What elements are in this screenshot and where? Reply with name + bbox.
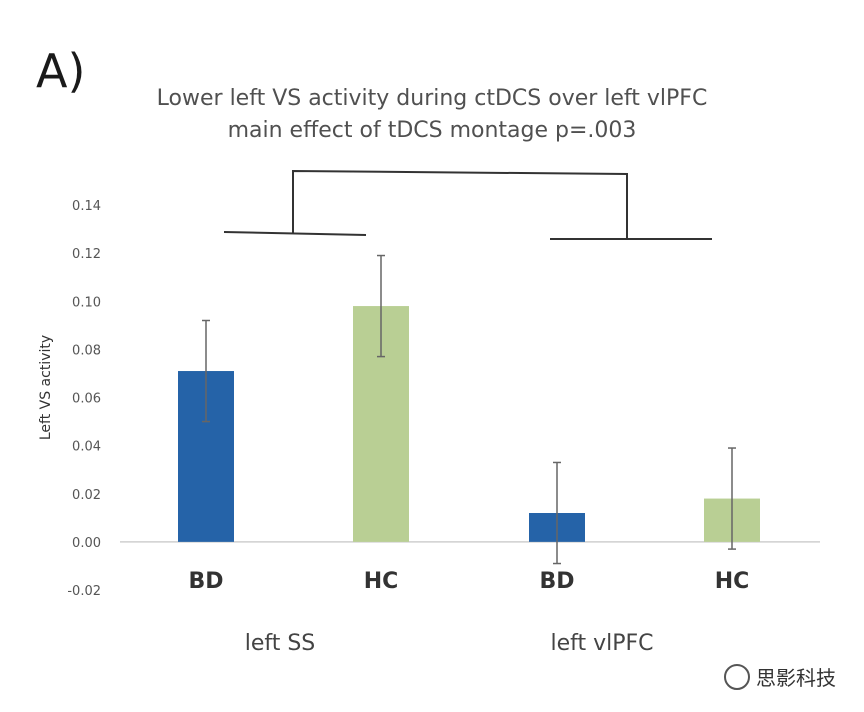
y-tick-label: 0.12 [72,247,101,262]
chart-title: Lower left VS activity during ctDCS over… [156,86,708,111]
category-label: HC [364,569,399,594]
y-tick-label: 0.00 [72,536,101,551]
category-label: HC [715,569,750,594]
significance-bracket-top [292,169,628,239]
y-tick-label: 0.10 [72,295,101,310]
wechat-icon [724,663,750,690]
category-label: BD [539,569,574,594]
y-tick-label: 0.08 [72,343,101,358]
category-label: BD [188,569,223,594]
y-axis-label: Left VS activity [38,335,54,440]
panel-label: A) [36,44,86,98]
y-tick-label: -0.02 [67,584,101,599]
y-tick-label: 0.02 [72,488,101,503]
y-tick-label: 0.04 [72,440,101,455]
chart-subtitle: main effect of tDCS montage p=.003 [227,118,637,143]
y-tick-label: 0.14 [72,199,101,214]
group-label: left SS [245,631,316,656]
y-tick-label: 0.06 [72,392,101,407]
watermark: 思影科技 [724,662,836,691]
watermark-text: 思影科技 [756,666,836,690]
significance-bracket-left [223,231,367,236]
group-label: left vlPFC [550,631,653,656]
